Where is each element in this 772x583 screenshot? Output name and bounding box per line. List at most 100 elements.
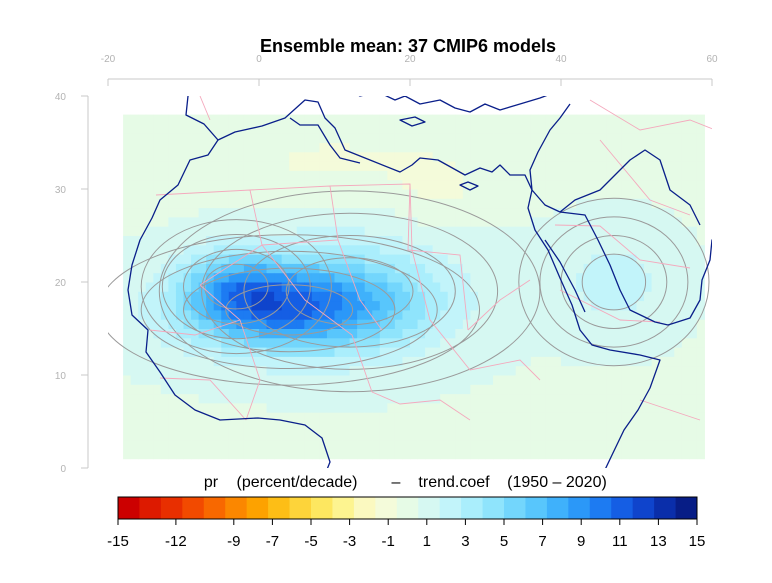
heatmap-cell — [576, 309, 585, 320]
heatmap-cell — [236, 170, 245, 181]
heatmap-cell — [153, 365, 162, 376]
heatmap-cell — [206, 179, 215, 190]
heatmap-cell — [417, 430, 426, 441]
heatmap-cell — [591, 161, 600, 171]
heatmap-cell — [221, 365, 230, 376]
heatmap-cell — [326, 421, 335, 432]
heatmap-cell — [334, 328, 343, 339]
heatmap-cell — [591, 114, 600, 125]
heatmap-cell — [591, 263, 600, 274]
heatmap-cell — [440, 123, 449, 134]
heatmap-cell — [545, 282, 554, 292]
heatmap-cell — [364, 114, 373, 125]
heatmap-cell — [644, 319, 653, 329]
heatmap-cell — [228, 402, 237, 413]
heatmap-cell — [289, 384, 298, 395]
heatmap-cell — [538, 114, 547, 125]
heatmap-cell — [538, 319, 547, 329]
heatmap-cell — [696, 244, 705, 255]
heatmap-cell — [274, 300, 283, 311]
heatmap-cell — [296, 319, 305, 329]
heatmap-cell — [621, 440, 630, 450]
heatmap-cell — [485, 170, 494, 181]
heatmap-cell — [545, 375, 554, 385]
heatmap-cell — [621, 263, 630, 274]
heatmap-cell — [636, 226, 645, 236]
heatmap-cell — [145, 161, 154, 171]
heatmap-cell — [651, 272, 660, 283]
heatmap-cell — [191, 291, 200, 302]
heatmap-cell — [311, 142, 320, 153]
heatmap-cell — [243, 151, 252, 162]
heatmap-cell — [493, 161, 502, 171]
heatmap-cell — [666, 207, 675, 218]
heatmap-cell — [259, 179, 268, 190]
heatmap-cell — [296, 291, 305, 302]
heatmap-cell — [379, 282, 388, 292]
heatmap-cell — [410, 263, 419, 274]
heatmap-cell — [538, 356, 547, 367]
heatmap-cell — [191, 282, 200, 292]
heatmap-cell — [342, 319, 351, 329]
heatmap-cell — [538, 449, 547, 460]
heatmap-cell — [462, 198, 471, 209]
heatmap-cell — [515, 272, 524, 283]
heatmap-cell — [145, 226, 154, 236]
heatmap-cell — [515, 393, 524, 404]
heatmap-cell — [591, 365, 600, 376]
heatmap-cell — [500, 226, 509, 236]
heatmap-cell — [213, 328, 222, 339]
heatmap-cell — [545, 402, 554, 413]
heatmap-cell — [432, 421, 441, 432]
heatmap-cell — [576, 282, 585, 292]
heatmap-cell — [462, 254, 471, 264]
heatmap-cell — [508, 319, 517, 329]
heatmap-cell — [666, 263, 675, 274]
heatmap-cell — [530, 151, 539, 162]
heatmap-cell — [666, 430, 675, 441]
heatmap-cell — [236, 114, 245, 125]
heatmap-cell — [462, 142, 471, 153]
heatmap-cell — [689, 263, 698, 274]
heatmap-cell — [561, 142, 570, 153]
heatmap-cell — [432, 198, 441, 209]
heatmap-cell — [357, 216, 366, 227]
heatmap-cell — [425, 151, 434, 162]
heatmap-cell — [236, 142, 245, 153]
heatmap-cell — [659, 207, 668, 218]
heatmap-cell — [485, 440, 494, 450]
heatmap-cell — [628, 291, 637, 302]
heatmap-cell — [198, 254, 207, 264]
heatmap-cell — [236, 328, 245, 339]
heatmap-cell — [583, 356, 592, 367]
heatmap-cell — [206, 133, 215, 143]
heatmap-cell — [296, 300, 305, 311]
heatmap-cell — [432, 226, 441, 236]
heatmap-cell — [523, 282, 532, 292]
heatmap-cell — [206, 244, 215, 255]
heatmap-cell — [636, 356, 645, 367]
heatmap-cell — [636, 272, 645, 283]
heatmap-cell — [432, 254, 441, 264]
heatmap-cell — [606, 161, 615, 171]
heatmap-cell — [674, 300, 683, 311]
heatmap-cell — [266, 151, 275, 162]
heatmap-cell — [666, 226, 675, 236]
heatmap-cell — [123, 347, 132, 357]
heatmap-cell — [175, 356, 184, 367]
heatmap-cell — [168, 254, 177, 264]
heatmap-cell — [387, 263, 396, 274]
heatmap-cell — [387, 440, 396, 450]
heatmap-cell — [530, 402, 539, 413]
heatmap-cell — [432, 319, 441, 329]
heatmap-cell — [681, 216, 690, 227]
heatmap-cell — [666, 449, 675, 460]
heatmap-cell — [228, 347, 237, 357]
heatmap-cell — [621, 142, 630, 153]
contour-line — [158, 190, 541, 393]
heatmap-cell — [175, 347, 184, 357]
heatmap-cell — [530, 291, 539, 302]
heatmap-cell — [621, 449, 630, 460]
heatmap-cell — [221, 347, 230, 357]
heatmap-cell — [674, 216, 683, 227]
